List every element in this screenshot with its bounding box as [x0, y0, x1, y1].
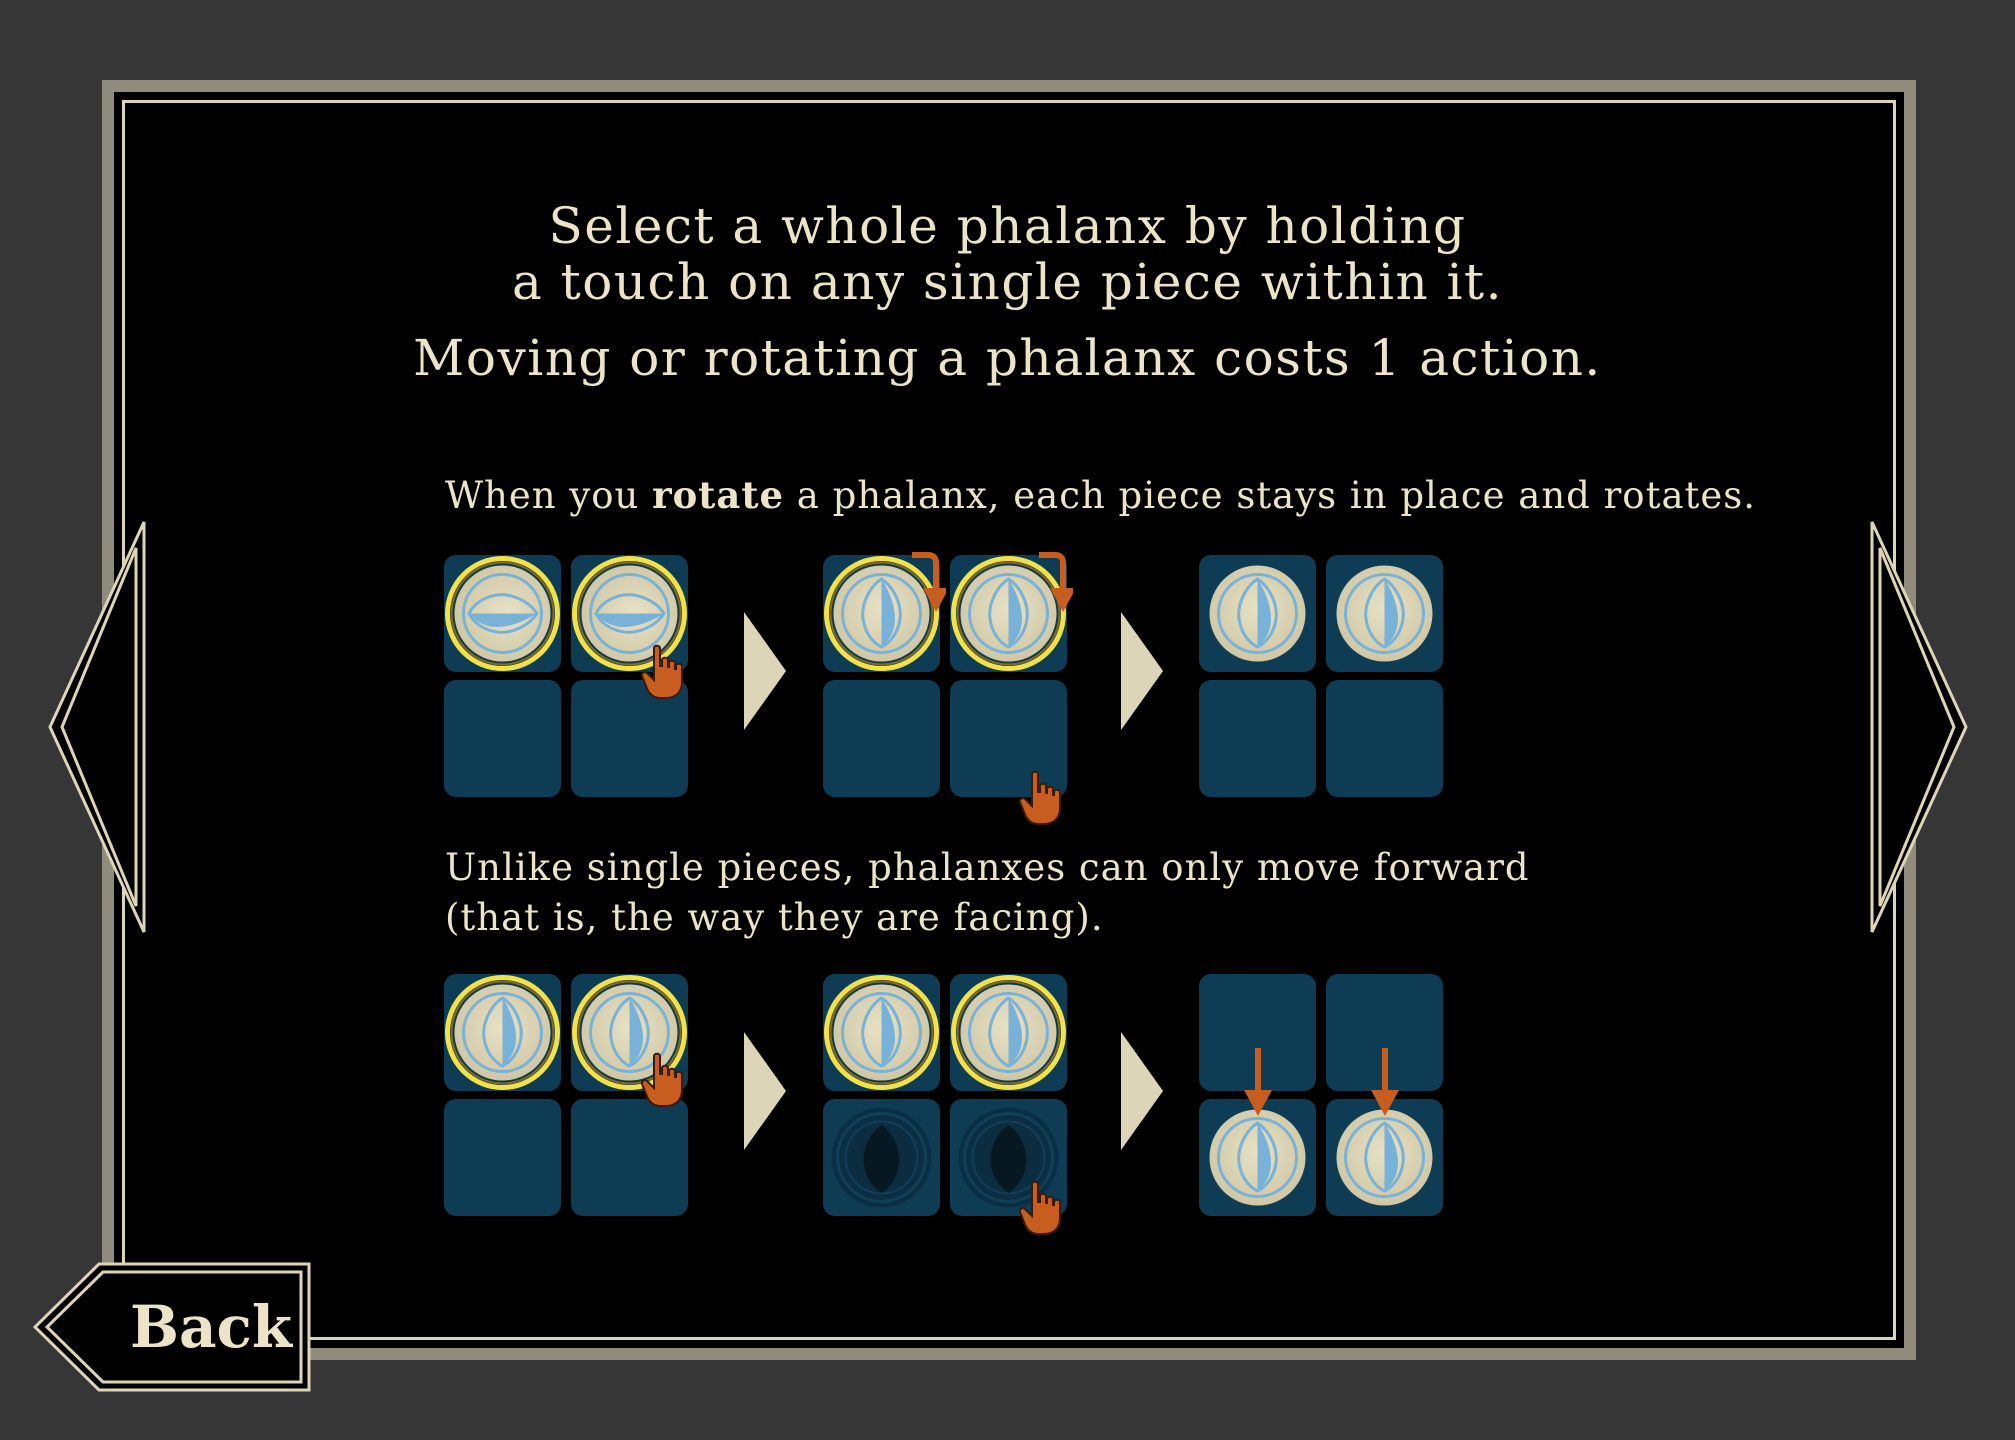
action-cost-text: Moving or rotating a phalanx costs 1 act… [413, 329, 1602, 387]
piece-facing-up-icon [1332, 561, 1437, 666]
triangle-step-icon [744, 1032, 786, 1150]
grid-tile [444, 974, 561, 1091]
grid-tile [823, 680, 940, 797]
grid-tile [571, 680, 688, 797]
grid-tile [571, 555, 688, 672]
pointing-hand-icon [640, 644, 684, 700]
rotate-text-suffix: a phalanx, each piece stays in place and… [784, 474, 1757, 517]
triangle-step-icon [744, 612, 786, 730]
grid-tile [950, 974, 1067, 1091]
selection-glow [823, 974, 940, 1091]
piece-facing-up-icon [1205, 561, 1310, 666]
grid-tile [823, 1099, 940, 1216]
rotate-arrow-icon [1039, 552, 1073, 612]
pointing-hand-icon [640, 1052, 684, 1108]
rotate-text-emphasis: rotate [652, 473, 784, 517]
grid-tile [571, 1099, 688, 1216]
triangle-step-icon [1121, 1032, 1163, 1150]
selection-glow [950, 974, 1067, 1091]
selection-glow [444, 555, 561, 672]
grid-tile [950, 555, 1067, 672]
headline-line-1: Select a whole phalanx by holding [548, 197, 1467, 255]
triangle-right-icon[interactable] [1868, 520, 1968, 934]
rotate-arrow-icon [912, 552, 946, 612]
triangle-left-icon[interactable] [48, 520, 148, 934]
grid-tile [444, 555, 561, 672]
grid-tile [1199, 1099, 1316, 1216]
back-button-shape [33, 1262, 311, 1392]
grid-tile [823, 555, 940, 672]
rotate-description: When you rotate a phalanx, each piece st… [445, 470, 1756, 521]
grid-tile [1326, 1099, 1443, 1216]
down-arrow-icon [1371, 1048, 1399, 1116]
grid-tile [444, 680, 561, 797]
piece-facing-up-icon [1332, 1105, 1437, 1210]
piece-facing-up-icon [1205, 1105, 1310, 1210]
grid-tile [444, 1099, 561, 1216]
back-button[interactable]: Back [33, 1262, 311, 1392]
grid-tile [1199, 680, 1316, 797]
pointing-hand-icon [1018, 770, 1062, 826]
grid-tile [823, 974, 940, 1091]
triangle-step-icon [1121, 612, 1163, 730]
grid-tile [1326, 680, 1443, 797]
move-text-line-2: (that is, the way they are facing). [445, 896, 1104, 939]
headline-line-2: a touch on any single piece within it. [511, 253, 1504, 311]
grid-tile [1199, 555, 1316, 672]
grid-tile [950, 680, 1067, 797]
move-description: Unlike single pieces, phalanxes can only… [445, 843, 1530, 943]
selection-glow [444, 974, 561, 1091]
grid-tile [1326, 555, 1443, 672]
ghost-piece-icon [829, 1105, 934, 1210]
pointing-hand-icon [1018, 1180, 1062, 1236]
back-label: Back [129, 1293, 293, 1361]
headline: Select a whole phalanx by holding a touc… [0, 198, 2015, 310]
move-text-line-1: Unlike single pieces, phalanxes can only… [445, 846, 1530, 889]
down-arrow-icon [1244, 1048, 1272, 1116]
rotate-text-prefix: When you [445, 474, 653, 517]
